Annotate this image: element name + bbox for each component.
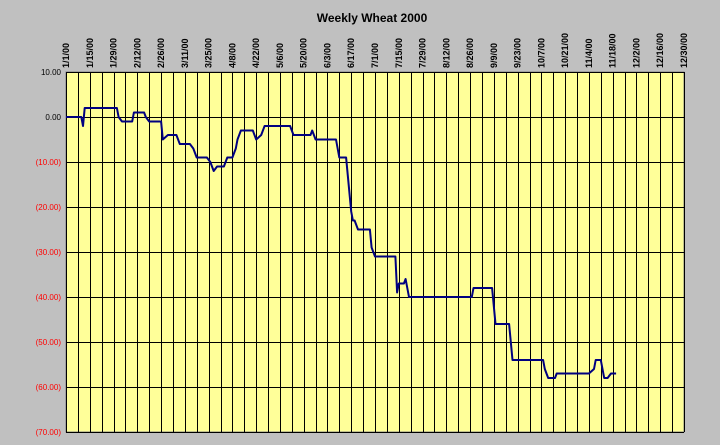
x-tick-label: 4/8/00 (227, 43, 237, 68)
x-tick-label: 3/25/00 (204, 38, 214, 68)
y-tick-label: (40.00) (36, 293, 62, 302)
y-tick-label: (50.00) (36, 338, 62, 347)
x-tick-label: 4/22/00 (251, 38, 261, 68)
x-tick-label: 9/9/00 (489, 43, 499, 68)
chart-title: Weekly Wheat 2000 (317, 11, 428, 25)
x-tick-label: 1/15/00 (85, 38, 95, 68)
x-tick-label: 12/16/00 (655, 33, 665, 68)
y-axis-ticks: 10.00 0.00 (10.00) (20.00) (30.00) (40.00) (50… (36, 68, 62, 437)
y-tick-label: 0.00 (45, 113, 61, 122)
y-tick-label: (10.00) (36, 158, 62, 167)
x-tick-label: 2/26/00 (156, 38, 166, 68)
x-tick-label: 11/4/00 (584, 38, 594, 68)
x-tick-label: 7/1/00 (370, 43, 380, 68)
x-tick-label: 1/1/00 (61, 43, 71, 68)
x-tick-label: 8/26/00 (465, 38, 475, 68)
x-tick-label: 9/23/00 (513, 38, 523, 68)
x-tick-label: 10/7/00 (536, 38, 546, 68)
x-tick-label: 11/18/00 (608, 33, 618, 68)
x-tick-label: 8/12/00 (441, 38, 451, 68)
y-tick-label: (20.00) (36, 203, 62, 212)
y-tick-label: 10.00 (41, 68, 62, 77)
series-layer (66, 107, 617, 379)
x-tick-label: 5/20/00 (299, 38, 309, 68)
x-axis-ticks: 1/1/00 1/15/00 1/29/00 2/12/00 2/26/00 3/11/0… (61, 33, 689, 68)
x-tick-label: 10/21/00 (560, 33, 570, 68)
series-line (66, 107, 617, 379)
x-tick-label: 2/12/00 (132, 38, 142, 68)
x-tick-label: 6/3/00 (322, 43, 332, 68)
y-tick-label: (30.00) (36, 248, 62, 257)
x-tick-label: 12/30/00 (679, 33, 689, 68)
x-tick-label: 7/15/00 (394, 38, 404, 68)
x-tick-label: 7/29/00 (418, 38, 428, 68)
x-tick-label: 5/6/00 (275, 43, 285, 68)
y-tick-label: (60.00) (36, 383, 62, 392)
y-tick-label: (70.00) (36, 428, 62, 437)
x-tick-label: 3/11/00 (180, 38, 190, 68)
x-tick-label: 1/29/00 (109, 38, 119, 68)
x-tick-label: 6/17/00 (346, 38, 356, 68)
x-tick-label: 12/2/00 (631, 38, 641, 68)
